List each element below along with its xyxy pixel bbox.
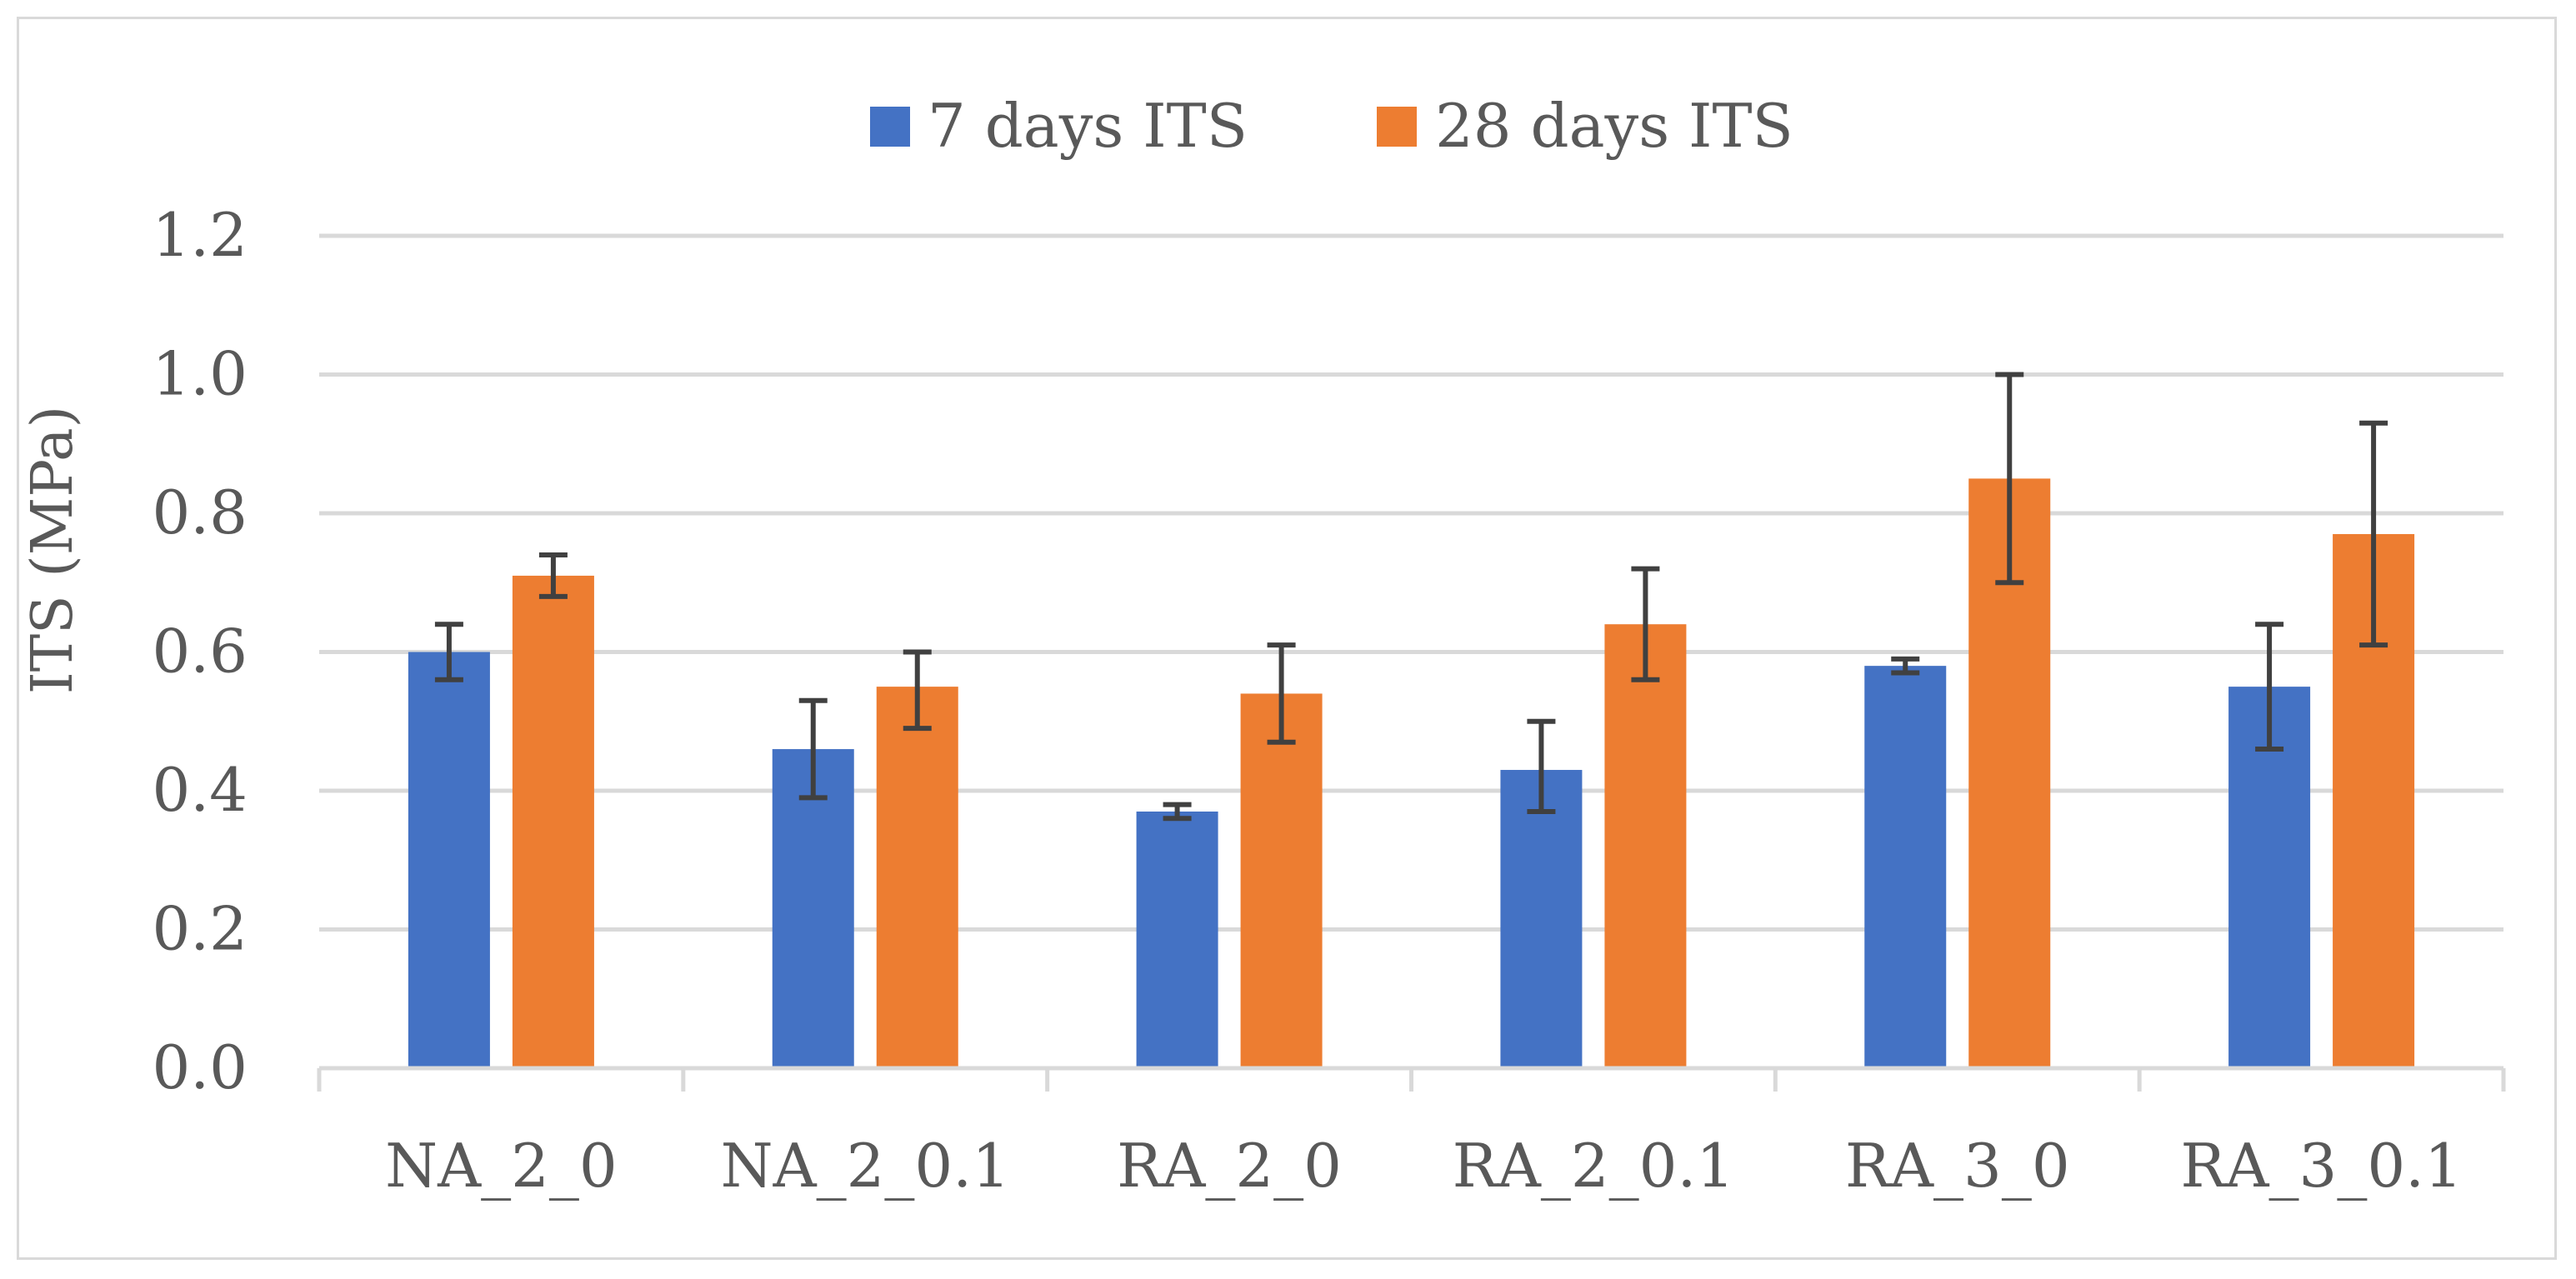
y-tick-label: 1.0	[152, 339, 248, 409]
bar-7-days	[772, 749, 854, 1068]
y-tick-label: 1.2	[152, 200, 248, 270]
legend-swatch-28-days	[1377, 107, 1417, 147]
bars	[408, 478, 2415, 1068]
bar-7-days	[408, 652, 490, 1068]
bar-7-days	[1136, 811, 1218, 1068]
error-bar	[2255, 622, 2284, 752]
error-bars	[434, 372, 2388, 822]
bar-7-days	[1500, 770, 1583, 1068]
bar-7-days	[1864, 666, 1947, 1068]
x-tick-label: RA_3_0.1	[2180, 1131, 2463, 1201]
x-tick-label: RA_2_0	[1117, 1131, 1342, 1201]
x-tick-label: RA_3_0	[1845, 1131, 2070, 1201]
error-bar	[1163, 802, 1192, 822]
error-bar	[903, 649, 932, 732]
x-tick-label: NA_2_0	[385, 1131, 618, 1201]
error-bar	[2359, 420, 2388, 648]
x-axis	[317, 1066, 2506, 1092]
bar-28-days	[1240, 693, 1323, 1068]
bar-28-days	[876, 687, 958, 1068]
y-axis-title: ITS (MPa)	[20, 406, 86, 694]
y-tick-label: 0.6	[152, 617, 248, 687]
gridlines	[319, 233, 2503, 932]
x-tick-label: RA_2_0.1	[1453, 1131, 1735, 1201]
x-tick-label: NA_2_0.1	[721, 1131, 1010, 1201]
y-tick-label: 0.0	[152, 1032, 248, 1102]
error-bar	[1267, 642, 1296, 745]
error-bar	[1631, 566, 1660, 682]
y-tick-label: 0.2	[152, 894, 248, 964]
tick-labels: 0.0 0.2 0.4 0.6 0.8 1.0 1.2 NA_2_0 NA_2_0.1 RA_2_…	[152, 200, 2462, 1201]
bar-28-days	[1604, 624, 1687, 1068]
error-bar	[1527, 718, 1556, 814]
error-bar	[1995, 372, 2024, 586]
y-tick-label: 0.4	[152, 755, 248, 825]
legend: 7 days ITS 28 days ITS	[870, 91, 1793, 161]
legend-label-7-days: 7 days ITS	[928, 91, 1248, 161]
legend-swatch-7-days	[870, 107, 910, 147]
error-bar	[1891, 656, 1920, 676]
y-tick-label: 0.8	[152, 477, 248, 547]
error-bar	[538, 552, 568, 599]
legend-label-28-days: 28 days ITS	[1435, 91, 1793, 161]
bar-28-days	[512, 575, 594, 1068]
error-bar	[798, 697, 828, 801]
error-bar	[434, 622, 463, 682]
